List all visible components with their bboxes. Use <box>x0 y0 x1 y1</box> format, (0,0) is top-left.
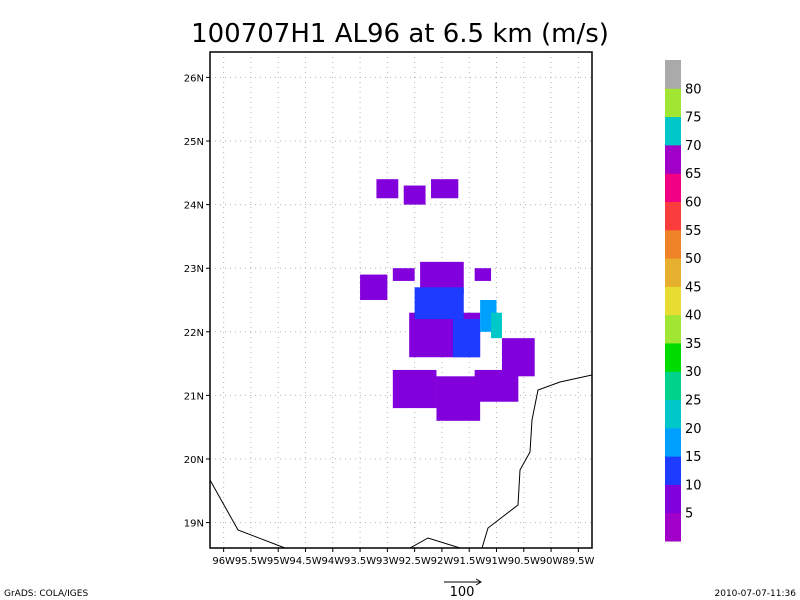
wind-speed-region <box>491 312 502 339</box>
y-tick-label: 21N <box>184 391 204 402</box>
colorbar-label: 25 <box>685 394 702 409</box>
plot-frame <box>209 51 593 549</box>
colorbar-swatch <box>665 60 681 89</box>
colorbar-swatch <box>665 484 681 514</box>
x-tick-label: 90W <box>540 556 563 567</box>
vector-scale-arrow <box>444 578 482 586</box>
colorbar-label: 45 <box>685 280 702 295</box>
footer-timestamp: 2010-07-07-11:36 <box>715 589 797 599</box>
y-tick-label: 25N <box>184 137 204 148</box>
wind-speed-region <box>501 338 535 377</box>
x-tick-label: 92W <box>431 556 454 567</box>
y-tick-label: 23N <box>184 264 204 275</box>
colorbar-swatch <box>665 258 681 287</box>
x-tick-label: 94W <box>321 556 344 567</box>
wind-speed-region <box>360 274 388 300</box>
wind-speed-region <box>431 179 459 199</box>
colorbar-label: 65 <box>685 167 702 182</box>
colorbar-swatch <box>665 456 681 485</box>
colorbar-label: 5 <box>685 507 693 522</box>
wind-speed-region <box>376 179 399 199</box>
map-plot-area: 96W 95.5W 95W 94.5W 94W 93.5W 93W 92.5W 92W 91.5W… <box>184 51 595 567</box>
wind-speed-region <box>452 319 481 358</box>
vector-scale-label: 100 <box>450 585 475 600</box>
colorbar-label: 55 <box>685 224 702 239</box>
x-tick-label: 91.5W <box>453 556 485 567</box>
y-tick-label: 20N <box>184 455 204 466</box>
colorbar-label: 75 <box>685 111 702 126</box>
colorbar-swatch <box>665 201 681 231</box>
wind-speed-region <box>474 369 519 402</box>
x-tick-label: 93W <box>376 556 399 567</box>
colorbar-swatch <box>665 116 681 146</box>
colorbar-label: 60 <box>685 195 702 210</box>
wind-speed-region <box>392 268 415 281</box>
colorbar-label: 80 <box>685 82 702 97</box>
colorbar-label: 30 <box>685 365 702 380</box>
colorbar-swatch <box>665 371 681 401</box>
wind-speed-region <box>392 369 437 409</box>
wind-speed-region <box>474 268 492 281</box>
chart-title: 100707H1 AL96 at 6.5 km (m/s) <box>191 19 609 49</box>
colorbar-swatch <box>665 399 681 429</box>
colorbar-label: 70 <box>685 139 702 154</box>
colorbar-label: 35 <box>685 337 702 352</box>
x-tick-label: 93.5W <box>344 556 376 567</box>
colorbar-swatch <box>665 314 681 344</box>
colorbar-label: 10 <box>685 478 702 493</box>
x-tick-label: 91W <box>485 556 508 567</box>
footer-credit: GrADS: COLA/IGES <box>4 589 88 599</box>
colorbar: 5 10 15 20 25 30 35 40 45 50 55 60 65 70 75 80 <box>665 60 702 542</box>
colorbar-swatch <box>665 342 681 372</box>
x-tick-label: 90.5W <box>508 556 540 567</box>
colorbar-swatch <box>665 144 681 174</box>
x-tick-label: 92.5W <box>399 556 431 567</box>
wind-speed-region <box>436 376 481 421</box>
colorbar-swatch <box>665 512 681 542</box>
wind-speed-region <box>403 185 426 205</box>
y-tick-label: 24N <box>184 201 204 212</box>
coastline <box>210 374 592 548</box>
colorbar-swatch <box>665 286 681 316</box>
colorbar-label: 20 <box>685 422 702 437</box>
colorbar-label: 15 <box>685 450 702 465</box>
colorbar-swatch <box>665 88 681 118</box>
x-tick-label: 89.5W <box>562 556 594 567</box>
x-tick-label: 95W <box>267 556 290 567</box>
y-tick-label: 19N <box>184 519 204 530</box>
colorbar-swatch <box>665 173 681 202</box>
x-tick-label: 94.5W <box>289 556 321 567</box>
colorbar-label: 40 <box>685 309 702 324</box>
wind-speed-region <box>414 287 464 320</box>
colorbar-label: 50 <box>685 252 702 267</box>
y-tick-label: 26N <box>184 73 204 84</box>
colorbar-swatch <box>665 427 681 457</box>
colorbar-swatch <box>665 229 681 259</box>
x-tick-label: 95.5W <box>235 556 267 567</box>
x-tick-label: 96W <box>212 556 235 567</box>
y-tick-label: 22N <box>184 328 204 339</box>
